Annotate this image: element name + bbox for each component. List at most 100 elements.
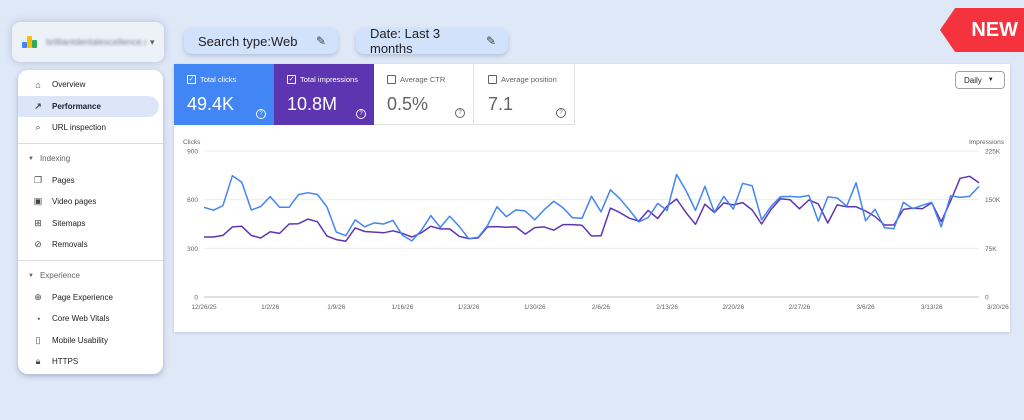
dropdown-arrow-icon: ▼: [987, 77, 994, 83]
sidebar-item-video-pages[interactable]: ▣ Video pages: [18, 191, 159, 213]
x-tick-label: 1/16/26: [392, 304, 414, 311]
property-logo-icon: [22, 36, 38, 48]
checkbox-checked-icon[interactable]: ✓: [187, 75, 196, 84]
sitemaps-icon: ⊞: [34, 217, 42, 228]
metric-label: Total clicks: [200, 75, 237, 84]
x-tick-label: 2/6/26: [592, 304, 610, 311]
checkbox-unchecked-icon[interactable]: [488, 75, 497, 84]
x-tick-label: 2/20/26: [722, 304, 744, 311]
edit-icon[interactable]: ✎: [485, 34, 496, 48]
metric-label: Average CTR: [400, 75, 446, 84]
sidebar-item-pages[interactable]: ❐ Pages: [18, 170, 159, 192]
sidebar-item-label: Page Experience: [52, 292, 113, 302]
checkbox-unchecked-icon[interactable]: [387, 75, 396, 84]
removals-icon: ⊘: [34, 239, 42, 250]
right-tick-label: 225K: [985, 149, 1001, 156]
x-tick-label: 2/27/26: [789, 304, 811, 311]
series-line-clicks: [203, 173, 980, 242]
sidebar-item-overview[interactable]: ⌂ Overview: [18, 74, 159, 96]
x-tick-label: 2/13/26: [656, 304, 678, 311]
x-tick-label: 3/13/26: [921, 304, 943, 311]
search-icon: ⌕: [35, 122, 41, 133]
granularity-select[interactable]: Daily ▼: [955, 71, 1005, 89]
x-tick-label: 12/26/25: [191, 304, 217, 311]
help-icon[interactable]: ?: [256, 109, 266, 119]
section-title: Indexing: [39, 154, 71, 163]
right-tick-label: 75K: [985, 246, 997, 253]
series-lines: [203, 173, 980, 242]
checkbox-checked-icon[interactable]: ✓: [287, 75, 296, 84]
sidebar-item-url-inspection[interactable]: ⌕ URL inspection: [18, 117, 159, 139]
collapse-icon: ▼: [28, 272, 34, 279]
x-tick-label: 1/23/26: [458, 304, 480, 311]
sidebar-item-removals[interactable]: ⊘ Removals: [18, 234, 159, 256]
date-filter[interactable]: Date: Last 3 months ✎: [356, 26, 508, 56]
metric-value: 49.4K: [187, 94, 235, 114]
property-selector[interactable]: brilliantdentalexcellence.com ▾: [12, 22, 164, 62]
sidebar-item-https[interactable]: 🔒︎ HTTPS: [18, 351, 159, 373]
date-label: Date: Last 3 months: [370, 26, 441, 56]
search-type-filter[interactable]: Search type:Web ✎: [184, 28, 338, 54]
x-tick-label: 1/30/26: [524, 304, 546, 311]
left-tick-label: 0: [194, 295, 198, 302]
metric-card-ctr[interactable]: Average CTR 0.5% ?: [374, 64, 474, 125]
metric-value: 0.5%: [387, 94, 429, 114]
metric-value: 10.8M: [287, 94, 338, 114]
metric-label: Total impressions: [300, 75, 358, 84]
metric-label: Average position: [501, 75, 557, 84]
metric-value: 7.1: [488, 94, 514, 114]
collapse-icon: ▼: [28, 155, 34, 162]
sidebar-item-core-web-vitals[interactable]: ◔ Core Web Vitals: [18, 308, 159, 330]
left-tick-label: 900: [187, 149, 198, 156]
left-axis-label: Clicks: [183, 139, 201, 146]
left-tick-label: 600: [187, 197, 198, 204]
sidebar-item-label: HTTPS: [52, 357, 79, 367]
section-experience[interactable]: ▼ Experience: [18, 265, 163, 287]
pages-icon: ❐: [33, 174, 43, 185]
sidebar-item-mobile-usability[interactable]: ▯ Mobile Usability: [18, 330, 159, 352]
sidebar-item-label: URL inspection: [52, 123, 106, 133]
sidebar-item-label: Core Web Vitals: [52, 314, 110, 324]
divider: [18, 142, 163, 144]
sidebar-item-label: Pages: [52, 175, 75, 185]
sidebar-item-performance[interactable]: ↗ Performance: [18, 95, 159, 117]
right-tick-label: 150K: [985, 197, 1001, 204]
x-tick-label: 1/2/26: [261, 304, 279, 311]
sidebar-item-label: Mobile Usability: [52, 335, 109, 345]
help-icon[interactable]: ?: [556, 108, 566, 118]
speed-icon: ◔: [35, 313, 41, 324]
edit-icon[interactable]: ✎: [315, 34, 326, 48]
help-icon[interactable]: ?: [455, 108, 465, 118]
section-title: Experience: [39, 271, 80, 280]
right-axis-label: Impressions: [969, 139, 1005, 146]
divider: [18, 259, 163, 261]
trending-up-icon: ↗: [34, 100, 42, 111]
sidebar-item-label: Video pages: [52, 197, 97, 207]
new-badge: NEW: [940, 8, 1024, 52]
performance-chart: Clicks Impressions 900 225K 600 150K 300 75K 0…: [183, 139, 1009, 311]
right-tick-label: 0: [985, 295, 989, 302]
metric-card-impressions[interactable]: ✓ Total impressions 10.8M ?: [274, 64, 374, 125]
sidebar-item-label: Sitemaps: [52, 218, 86, 228]
page-experience-icon: ⊕: [34, 291, 42, 302]
property-name: brilliantdentalexcellence.com: [46, 37, 146, 47]
metric-card-position[interactable]: Average position 7.1 ?: [475, 64, 575, 125]
sidebar: ⌂ Overview ↗ Performance ⌕ URL inspectio…: [18, 70, 163, 374]
sidebar-item-label: Performance: [52, 101, 101, 111]
granularity-value: Daily: [964, 75, 982, 85]
chevron-down-icon: ▾: [150, 36, 155, 47]
left-tick-label: 300: [187, 246, 198, 253]
sidebar-item-page-experience[interactable]: ⊕ Page Experience: [18, 287, 159, 309]
section-indexing[interactable]: ▼ Indexing: [18, 148, 163, 170]
sidebar-item-label: Removals: [52, 240, 88, 250]
grid: [204, 150, 979, 298]
series-line-impressions: [204, 175, 980, 242]
x-tick-label: 3/6/26: [857, 304, 875, 311]
x-tick-label: 1/9/26: [327, 304, 345, 311]
performance-panel: ✓ Total clicks 49.4K ? ✓ Total impressions…: [174, 64, 1010, 332]
help-icon[interactable]: ?: [356, 109, 366, 119]
video-pages-icon: ▣: [33, 196, 43, 207]
sidebar-item-label: Overview: [52, 80, 86, 90]
sidebar-item-sitemaps[interactable]: ⊞ Sitemaps: [18, 213, 159, 235]
metric-card-clicks[interactable]: ✓ Total clicks 49.4K ?: [174, 64, 274, 125]
